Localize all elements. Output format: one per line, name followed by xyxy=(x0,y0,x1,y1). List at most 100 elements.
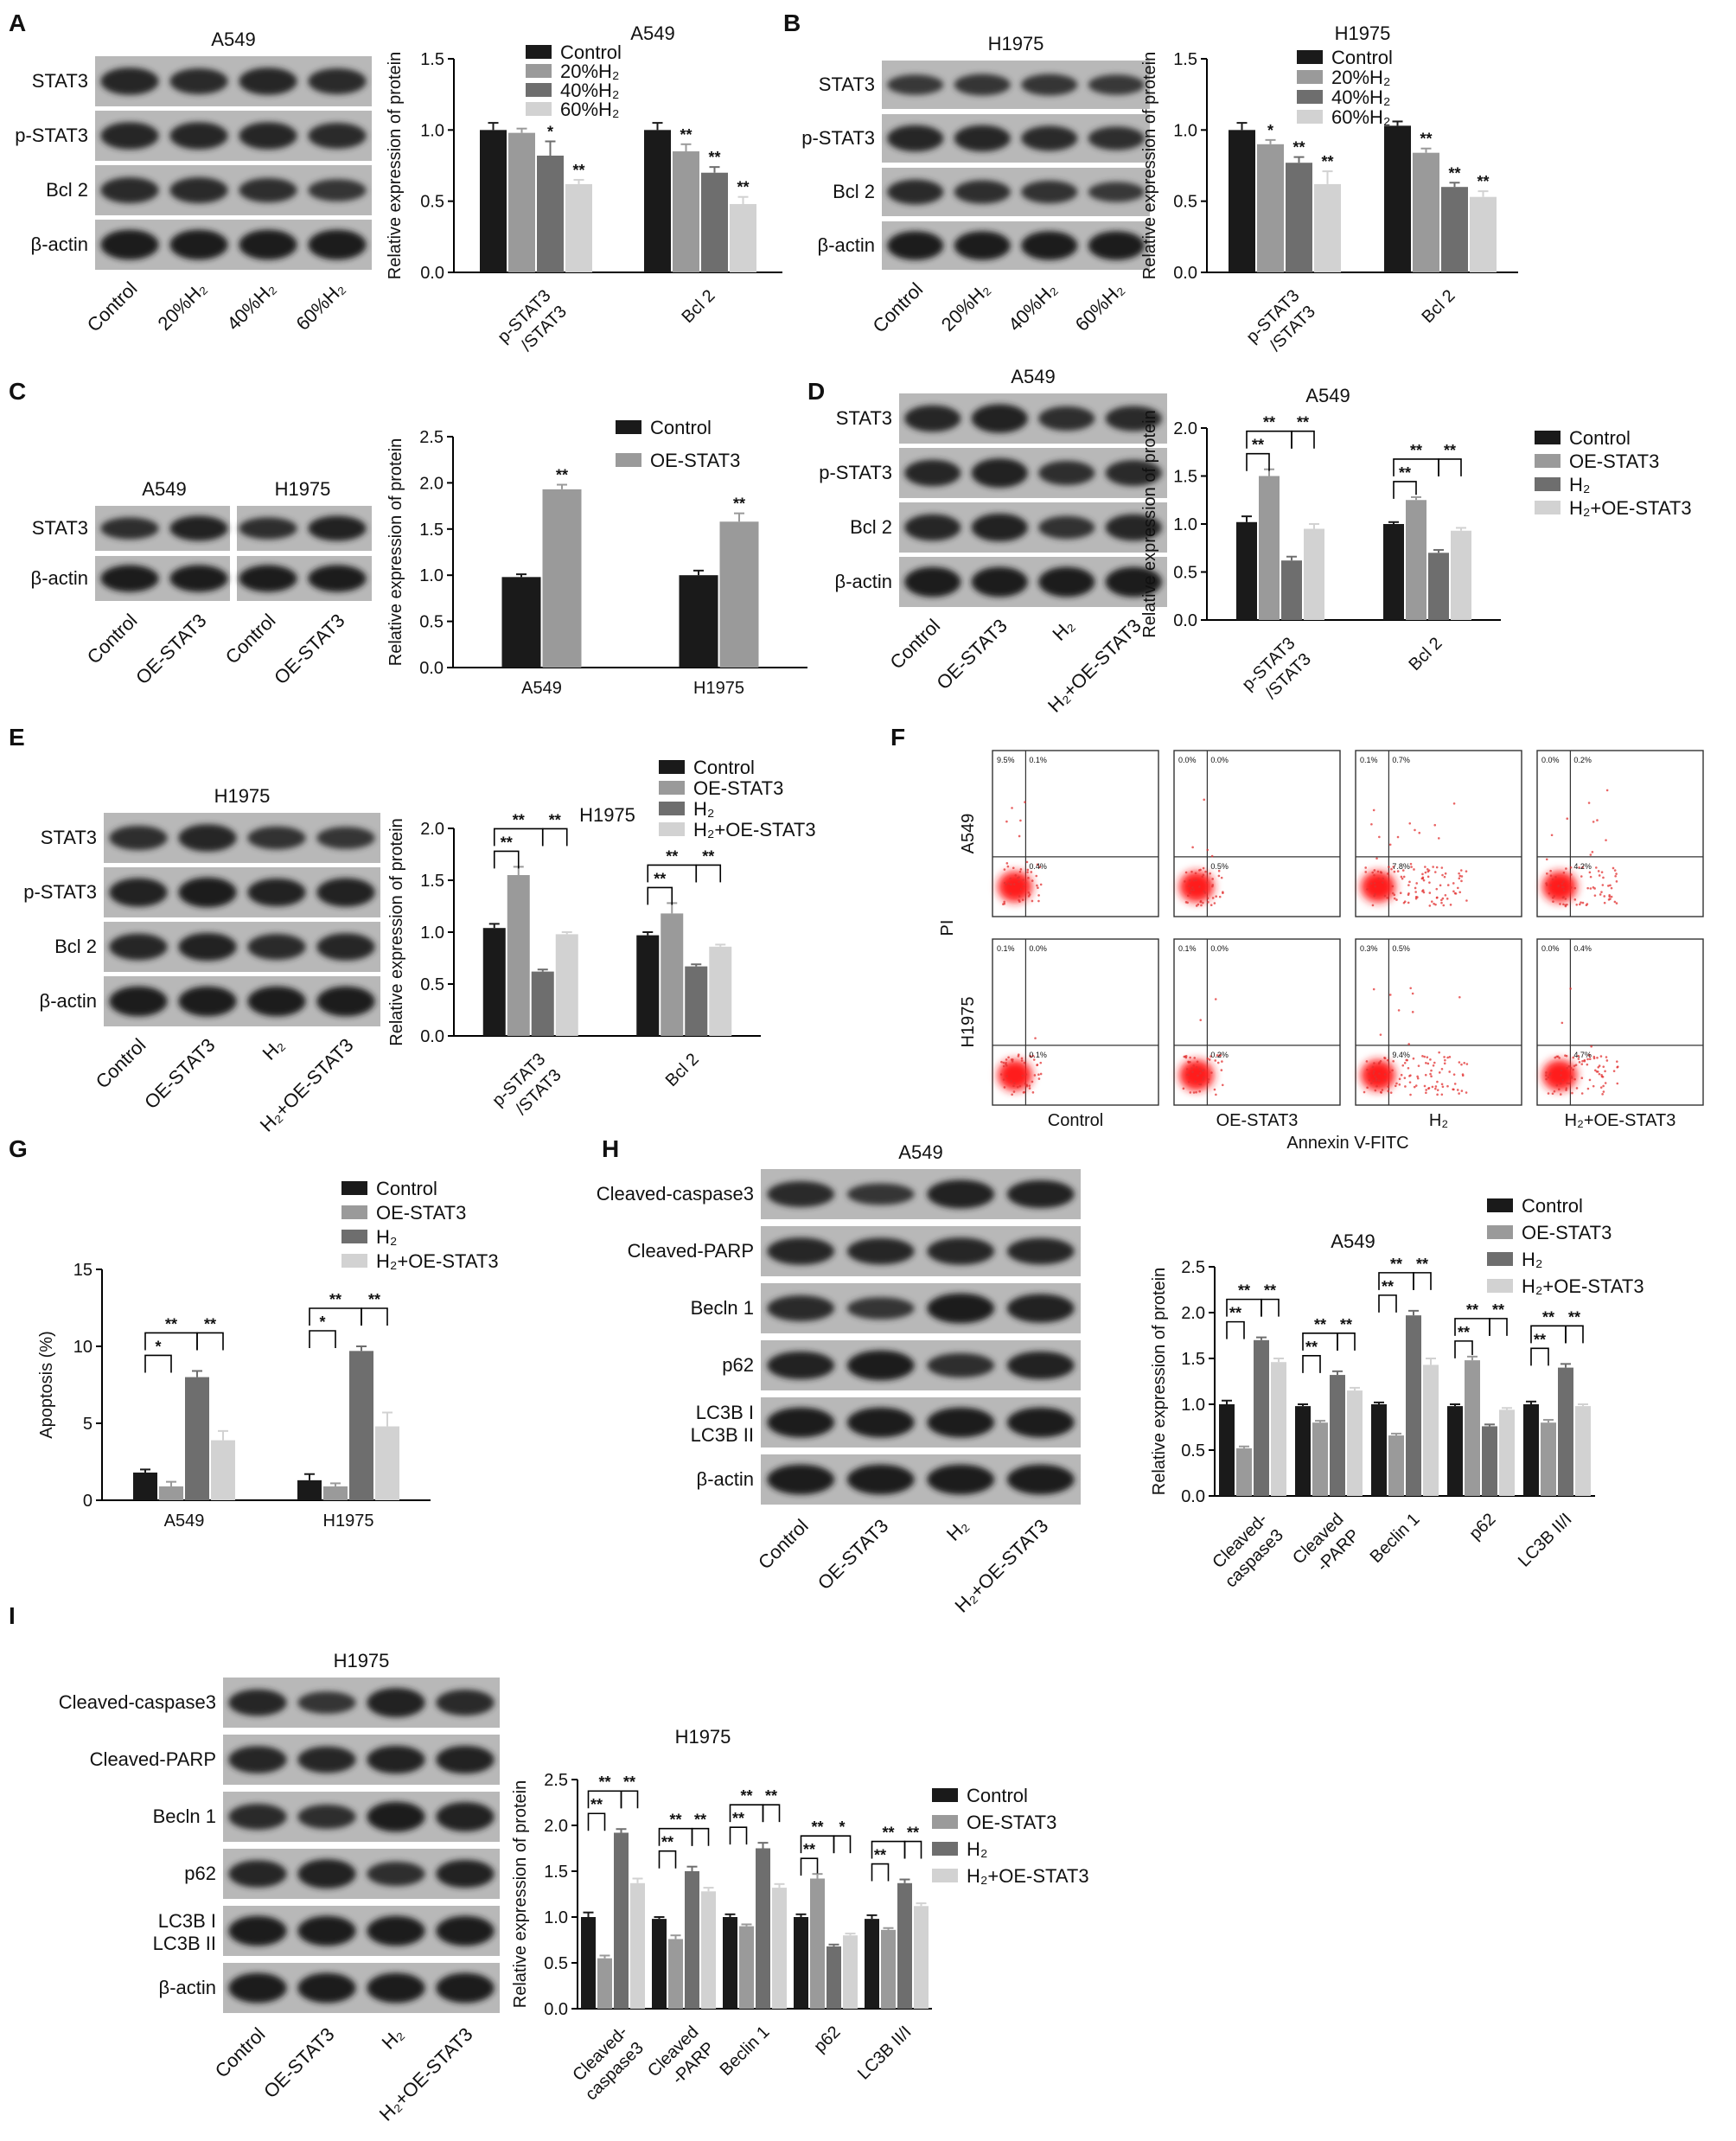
legend-swatch xyxy=(526,102,552,116)
blot-band xyxy=(239,229,297,260)
bar xyxy=(1406,1315,1421,1496)
cell-dot xyxy=(1555,1083,1559,1087)
cell-dot xyxy=(1399,892,1402,895)
legend-label: 40%H₂ xyxy=(1331,86,1390,108)
bar xyxy=(1523,1404,1539,1496)
blot-band xyxy=(1021,180,1078,204)
significance-bracket xyxy=(541,828,568,847)
cell-dot xyxy=(1211,885,1214,888)
cell-dot xyxy=(1374,1075,1376,1078)
cell-dot xyxy=(1031,879,1034,882)
bar xyxy=(1388,1435,1404,1496)
blot-band xyxy=(247,934,306,960)
cell-dot xyxy=(1425,1089,1427,1091)
cell-dot xyxy=(1440,898,1443,902)
blot-band xyxy=(100,177,159,203)
blot-b: H1975 STAT3 p-STAT3 Bcl 2 β-actin Control 20%H… xyxy=(801,33,1150,337)
cell-dot xyxy=(1197,1074,1199,1077)
blot-band xyxy=(1021,73,1078,96)
cell-dot xyxy=(1551,896,1554,899)
cell-dot xyxy=(1207,900,1209,904)
cell-dot xyxy=(1383,1057,1386,1059)
bar xyxy=(679,575,718,668)
blot-band xyxy=(367,1972,425,2004)
blot-band xyxy=(904,459,961,487)
bar xyxy=(1314,183,1341,272)
significance-bracket xyxy=(1393,481,1417,499)
blot-band xyxy=(169,515,228,541)
bar xyxy=(542,489,582,668)
x-tick-label-group: H1975 xyxy=(323,1511,374,1531)
blot-band xyxy=(436,1802,495,1831)
blot-lane-label: 20%H₂ xyxy=(153,278,210,335)
legend-swatch xyxy=(932,1788,958,1802)
significance-label: ** xyxy=(1534,1331,1546,1348)
blot-h: A549 Cleaved-caspase3 Cleaved-PARP Becln 1 p… xyxy=(597,1141,1081,1617)
cell-dot xyxy=(1388,866,1390,868)
blot-band xyxy=(904,514,961,541)
cell-dot xyxy=(1425,1061,1427,1064)
cell-dot xyxy=(1616,1065,1619,1068)
cell-dot xyxy=(1572,1068,1575,1071)
cell-dot xyxy=(1421,1055,1424,1058)
cell-dot xyxy=(1572,1056,1575,1059)
cell-dot xyxy=(1596,819,1599,821)
y-tick-label: 0.0 xyxy=(419,659,444,678)
cell-dot xyxy=(1562,903,1565,906)
cell-dot xyxy=(1458,995,1461,999)
blot-title: H1975 xyxy=(214,785,271,807)
bar xyxy=(501,577,541,668)
bar xyxy=(1236,521,1257,620)
blot-band xyxy=(308,515,367,541)
cell-dot xyxy=(1545,882,1548,885)
blot-row-label: β-actin xyxy=(818,234,875,256)
cell-dot xyxy=(1580,875,1583,878)
cell-dot xyxy=(1382,877,1385,880)
cell-dot xyxy=(1364,871,1368,873)
y-tick-label: 1.5 xyxy=(420,50,444,69)
cell-dot xyxy=(1392,866,1395,868)
bar xyxy=(701,1891,716,2009)
cell-dot xyxy=(1608,893,1611,897)
cell-dot xyxy=(1203,798,1206,802)
cell-dot xyxy=(1586,886,1589,890)
cell-dot xyxy=(1431,1085,1434,1089)
blot-band xyxy=(247,986,306,1017)
cell-dot xyxy=(1407,1067,1410,1070)
cell-dot xyxy=(1374,1089,1377,1092)
cell-dot xyxy=(1592,1084,1595,1088)
blot-band xyxy=(1105,566,1162,598)
cell-dot xyxy=(1192,889,1196,892)
legend-label: 20%H₂ xyxy=(1331,67,1390,88)
cell-dot xyxy=(1220,1069,1223,1071)
cell-dot xyxy=(1383,894,1387,898)
cell-dot xyxy=(1379,1033,1382,1036)
significance-bracket xyxy=(1291,430,1315,449)
cell-dot xyxy=(1012,866,1015,870)
cell-dot xyxy=(1031,1080,1034,1083)
blot-band xyxy=(971,566,1028,598)
bar xyxy=(772,1888,787,2009)
cell-dot xyxy=(1580,1092,1584,1095)
blot-row-label-group: Cleaved-PARP xyxy=(90,1748,216,1770)
blot-row-label: β-actin xyxy=(31,233,88,255)
cell-dot xyxy=(1397,1009,1401,1012)
cell-dot xyxy=(1037,1073,1040,1077)
significance-bracket xyxy=(144,1354,172,1373)
cell-dot xyxy=(1592,1055,1596,1058)
cell-dot xyxy=(1546,872,1548,875)
cell-dot xyxy=(1383,1078,1386,1082)
y-tick-label: 0.0 xyxy=(544,2000,568,2019)
blot-band xyxy=(971,513,1028,542)
cell-dot xyxy=(1597,1065,1600,1069)
cell-dot xyxy=(1592,821,1595,823)
cell-dot xyxy=(1583,1059,1586,1063)
cell-dot xyxy=(1413,868,1415,871)
cell-dot xyxy=(1577,1054,1580,1058)
cell-dot xyxy=(1559,903,1561,905)
cell-dot xyxy=(1003,902,1006,905)
cell-dot xyxy=(1025,860,1029,864)
blot-band xyxy=(1038,566,1095,598)
blot-band xyxy=(316,827,375,849)
